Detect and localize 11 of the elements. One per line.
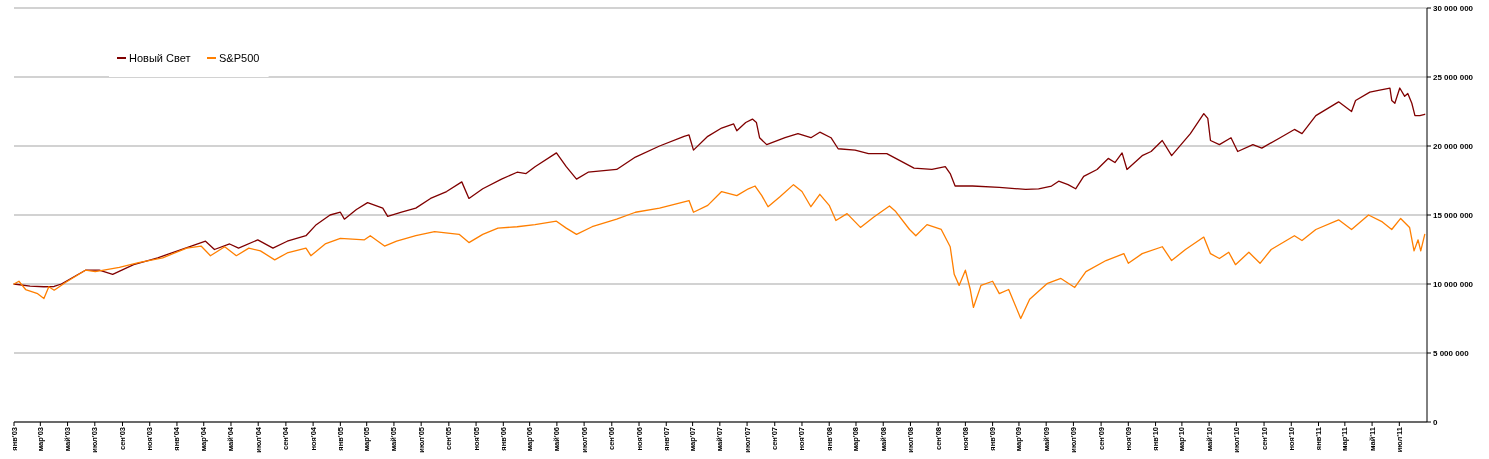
line-series: [13, 183, 1426, 320]
legend-label: Новый Свет: [129, 52, 191, 64]
y-tick-label: 10 000 000: [1433, 279, 1474, 289]
y-tick-label: 5 000 000: [1433, 348, 1470, 358]
y-tick-label: 30 000 000: [1433, 3, 1474, 13]
legend-label: S&P500: [219, 52, 260, 64]
line-series: [13, 87, 1426, 288]
y-tick-label: 0: [1433, 417, 1438, 427]
y-tick-label: 25 000 000: [1433, 72, 1474, 82]
y-tick-label: 20 000 000: [1433, 141, 1474, 151]
y-tick-label: 15 000 000: [1433, 210, 1474, 220]
